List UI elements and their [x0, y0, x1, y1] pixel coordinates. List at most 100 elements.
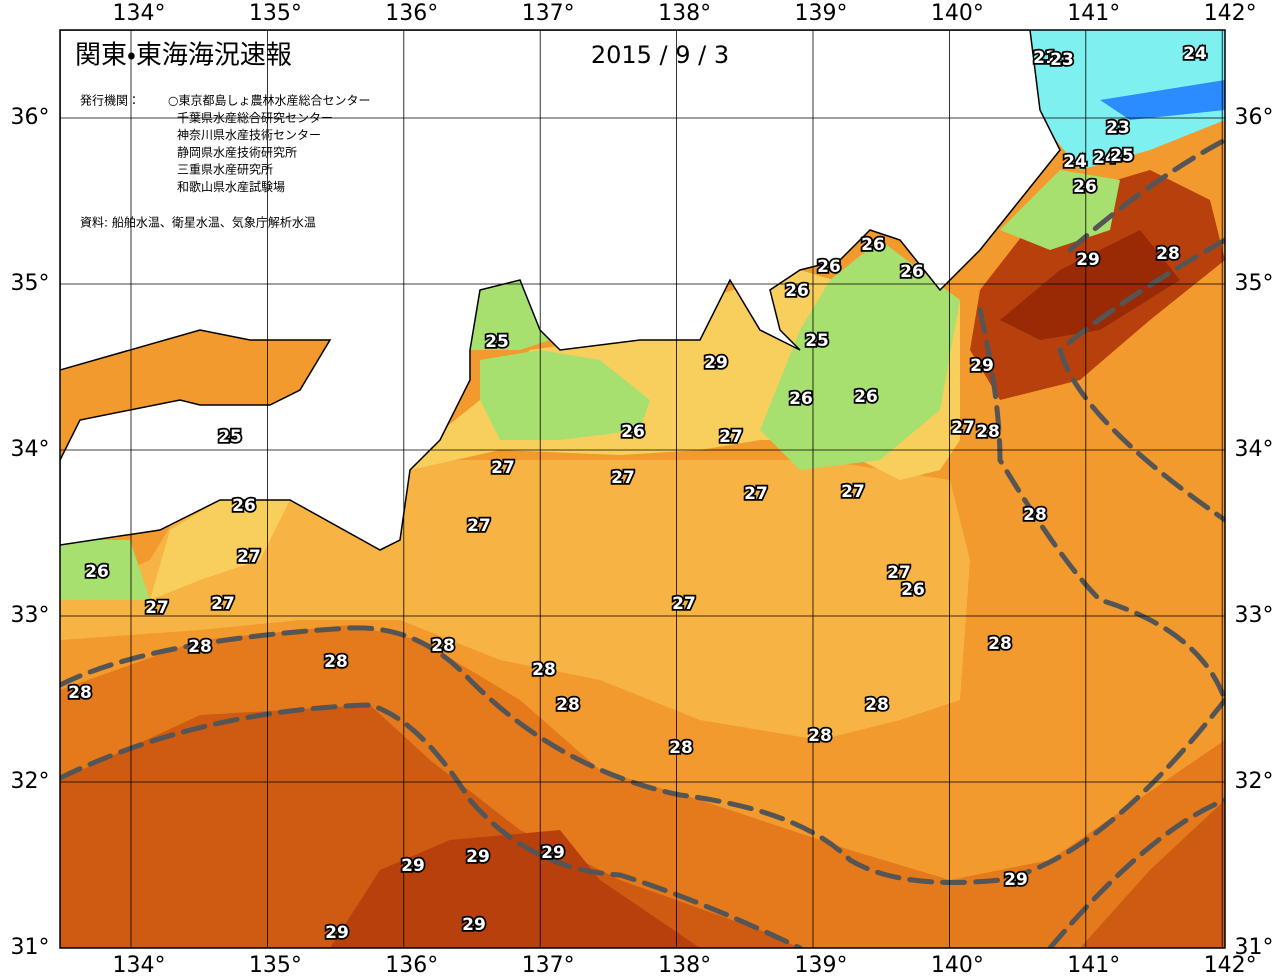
kuroshio-line: [1057, 237, 1225, 523]
contour-label: 28: [431, 636, 455, 656]
lon-label-top: 140°: [931, 1, 984, 26]
lon-label-top: 135°: [249, 1, 302, 26]
contour-label: 26: [900, 262, 924, 282]
contour-label: 25: [1110, 146, 1134, 166]
contour-label: 28: [1156, 244, 1180, 264]
contour-label: 27: [211, 594, 235, 614]
contour-label: 28: [188, 637, 212, 657]
lat-label-left: 33°: [11, 603, 50, 628]
kuroshio-line: [60, 625, 1225, 885]
map-frame: [59, 29, 1226, 949]
sea-27: [60, 460, 970, 740]
contour-label: 23: [1050, 50, 1074, 70]
lon-label-bottom: 138°: [658, 953, 711, 978]
sea-25: [480, 350, 650, 440]
source: 資料: 船舶水温、衛星水温、気象庁解析水温: [80, 215, 316, 230]
contour-label: 26: [861, 235, 885, 255]
contour-label: 25: [485, 332, 509, 352]
contour-label: 27: [887, 563, 911, 583]
date: 2015 / 9 / 3: [591, 41, 729, 69]
lon-label-top: 137°: [522, 1, 575, 26]
contour-label: 28: [808, 726, 832, 746]
contour-label: 27: [744, 484, 768, 504]
contour-label: 29: [325, 923, 349, 943]
title: 関東・東海海況速報: [75, 41, 292, 71]
lon-label-top: 139°: [795, 1, 848, 26]
sea-25: [760, 240, 960, 470]
contour-label: 28: [556, 695, 580, 715]
sea-22: [1100, 80, 1225, 120]
axis-labels: 134° 134° 135° 135° 136° 136° 137° 137° 138° 138°…: [11, 1, 1274, 978]
lat-label-right: 33°: [1235, 603, 1274, 628]
agency-list: ○東京都島しょ農林水産総合センター千葉県水産総合研究センター神奈川県水産技術セン…: [168, 93, 370, 195]
kuroshio-line: [1047, 797, 1225, 948]
contour-label: 27: [467, 516, 491, 536]
lon-label-bottom: 137°: [522, 953, 575, 978]
contour-label: 26: [232, 496, 256, 516]
lon-label-bottom: 140°: [931, 953, 984, 978]
lon-label-bottom: 134°: [113, 953, 166, 978]
lon-label-bottom: 141°: [1067, 953, 1120, 978]
lon-label-top: 141°: [1067, 1, 1120, 26]
lat-label-right: 34°: [1235, 437, 1274, 462]
contour-label: 27: [611, 468, 635, 488]
graticule: [60, 30, 1225, 948]
lat-label-right: 31°: [1235, 935, 1274, 960]
lon-label-top: 136°: [385, 1, 438, 26]
contour-label: 26: [785, 281, 809, 301]
lon-label-bottom: 135°: [249, 953, 302, 978]
lat-label-right: 36°: [1235, 105, 1274, 130]
lat-label-left: 36°: [11, 105, 50, 130]
lon-label-bottom: 139°: [795, 953, 848, 978]
sea-29-5: [330, 830, 700, 948]
contour-label: 27: [491, 458, 515, 478]
kuroshio-line: [977, 307, 1225, 703]
kuroshio-line: [60, 702, 803, 948]
contour-label: 29: [466, 847, 490, 867]
contour-label: 24: [1183, 44, 1207, 64]
agency-label: 発行機関：: [80, 94, 140, 108]
lat-label-left: 32°: [11, 769, 50, 794]
contour-label: 26: [621, 422, 645, 442]
agency: 三重県水産研究所: [177, 163, 273, 177]
contour-label: 24: [1093, 148, 1117, 168]
sea-25: [60, 540, 150, 600]
contour-label: 25: [805, 331, 829, 351]
contour-label: 29: [401, 856, 425, 876]
lat-label-left: 31°: [11, 935, 50, 960]
agency: 和歌山県水産試験場: [177, 179, 285, 194]
lon-label-bottom: 142°: [1204, 953, 1257, 978]
contour-label: 26: [1073, 177, 1097, 197]
contour-label: 26: [901, 580, 925, 600]
contour-label: 26: [854, 387, 878, 407]
sea-30: [1000, 230, 1180, 340]
contour-label: 23: [1106, 118, 1130, 138]
contour-label: 29: [1004, 870, 1028, 890]
contour-label: 24: [1063, 152, 1087, 172]
kuroshio-line: [1067, 137, 1225, 253]
contour-label: 21: [1033, 48, 1057, 68]
contour-label: 28: [988, 634, 1012, 654]
contour-label: 28: [669, 738, 693, 758]
contour-label: 27: [951, 418, 975, 438]
sea-29: [60, 705, 800, 948]
sea-25: [1000, 170, 1120, 250]
contour-label: 26: [817, 257, 841, 277]
contour-label: 29: [462, 915, 486, 935]
agency: 千葉県水産総合研究センター: [177, 110, 333, 125]
contour-label: 27: [719, 427, 743, 447]
lat-label-left: 34°: [11, 437, 50, 462]
contour-label: 25: [218, 427, 242, 447]
contour-label: 27: [672, 594, 696, 614]
sea-29: [1080, 800, 1225, 948]
contour-label: 29: [970, 356, 994, 376]
contour-label: 29: [541, 843, 565, 863]
contour-label: 27: [841, 482, 865, 502]
contour-label: 28: [865, 695, 889, 715]
lat-label-left: 35°: [11, 271, 50, 296]
lon-label-top: 134°: [113, 1, 166, 26]
